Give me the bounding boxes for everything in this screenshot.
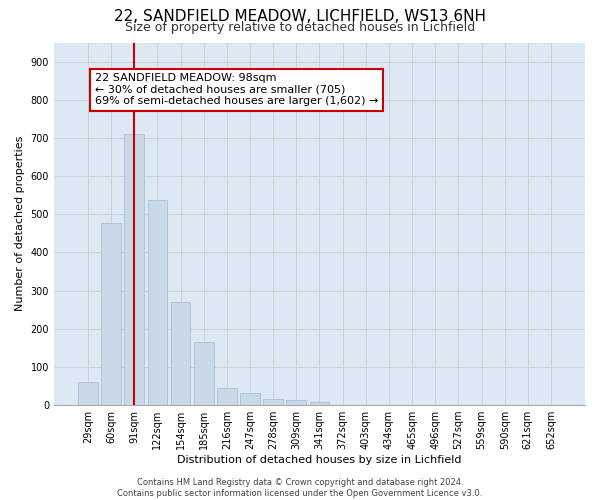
Bar	[78, 382, 98, 405]
Bar	[101, 223, 121, 405]
Text: Size of property relative to detached houses in Lichfield: Size of property relative to detached ho…	[125, 21, 475, 34]
Bar	[194, 342, 214, 405]
Bar	[148, 200, 167, 405]
Text: Contains HM Land Registry data © Crown copyright and database right 2024.
Contai: Contains HM Land Registry data © Crown c…	[118, 478, 482, 498]
Bar	[286, 400, 306, 405]
Bar	[124, 134, 144, 405]
Bar	[170, 302, 190, 405]
Bar	[263, 399, 283, 405]
Text: 22 SANDFIELD MEADOW: 98sqm
← 30% of detached houses are smaller (705)
69% of sem: 22 SANDFIELD MEADOW: 98sqm ← 30% of deta…	[95, 73, 378, 106]
X-axis label: Distribution of detached houses by size in Lichfield: Distribution of detached houses by size …	[177, 455, 462, 465]
Text: 22, SANDFIELD MEADOW, LICHFIELD, WS13 6NH: 22, SANDFIELD MEADOW, LICHFIELD, WS13 6N…	[114, 9, 486, 24]
Bar	[240, 393, 260, 405]
Bar	[310, 402, 329, 405]
Y-axis label: Number of detached properties: Number of detached properties	[15, 136, 25, 312]
Bar	[217, 388, 236, 405]
